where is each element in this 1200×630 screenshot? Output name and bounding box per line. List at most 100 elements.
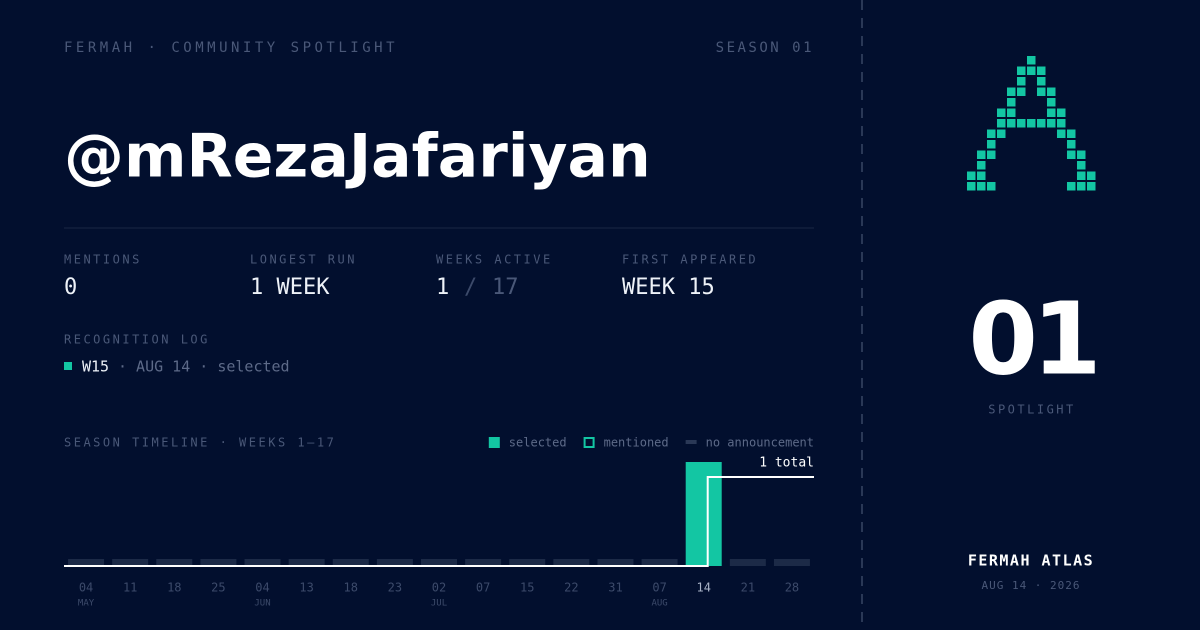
total-label: 1 total [759, 456, 814, 471]
logo-pixel [1007, 108, 1016, 117]
footer-title: FERMAH ATLAS [968, 552, 1094, 570]
footer-date: AUG 14 · 2026 [981, 579, 1080, 592]
x-tick-label: 11 [123, 581, 137, 595]
stat-total: 17 [492, 275, 519, 300]
logo-pixel [1027, 56, 1036, 65]
logo-pixel [997, 119, 1006, 128]
x-month-label: JUN [254, 599, 270, 609]
logo-pixel [1087, 171, 1096, 180]
logo-pixel [1077, 150, 1086, 159]
logo-pixel [1067, 140, 1076, 149]
logo-pixel [997, 129, 1006, 138]
stat-separator: / [464, 275, 477, 300]
logo-pixel [1067, 150, 1076, 159]
logo-pixel [1037, 77, 1046, 86]
logo [967, 56, 1096, 191]
x-tick-label: 18 [167, 581, 181, 595]
logo-pixel [987, 150, 996, 159]
logo-pixel [1077, 161, 1086, 170]
bar-placeholder [288, 559, 325, 566]
chart-title: SEASON TIMELINE · WEEKS 1–17 [64, 436, 336, 450]
x-tick-label: 02 [432, 581, 446, 595]
logo-pixel [1047, 119, 1056, 128]
legend-label: no announcement [706, 436, 814, 450]
stat-value: 0 [64, 275, 77, 300]
badge-number: 01 [968, 280, 1095, 397]
logo-pixel [1007, 87, 1016, 96]
log-week: W15 [82, 358, 109, 376]
x-tick-label: 28 [785, 581, 799, 595]
x-tick-label: 13 [299, 581, 313, 595]
logo-pixel [977, 182, 986, 191]
log-detail: · AUG 14 · selected [118, 358, 290, 376]
x-tick-label: 25 [211, 581, 225, 595]
logo-pixel [967, 171, 976, 180]
logo-pixel [1017, 77, 1026, 86]
legend-swatch [685, 440, 697, 444]
logo-pixel [1007, 119, 1016, 128]
x-tick-label: 22 [564, 581, 578, 595]
logo-pixel [1037, 87, 1046, 96]
logo-pixel [1027, 66, 1036, 75]
stat-value: 1 [436, 275, 449, 300]
total-line [64, 476, 814, 567]
legend-label: selected [509, 436, 567, 450]
bar-placeholder [773, 559, 810, 566]
stat-label: LONGEST RUN [250, 253, 357, 267]
stat-label: MENTIONS [64, 253, 142, 267]
season: SEASON 01 [716, 40, 814, 56]
log-title: RECOGNITION LOG [64, 333, 210, 347]
logo-pixel [987, 182, 996, 191]
logo-pixel [1017, 66, 1026, 75]
logo-pixel [1077, 171, 1086, 180]
logo-pixel [997, 108, 1006, 117]
bar-placeholder [68, 559, 105, 566]
logo-pixel [987, 140, 996, 149]
x-month-label: MAY [78, 599, 95, 609]
logo-pixel [967, 182, 976, 191]
x-tick-label: 04 [255, 581, 269, 595]
logo-pixel [1047, 108, 1056, 117]
stat-value: WEEK 15 [622, 275, 715, 300]
logo-pixel [1047, 98, 1056, 107]
logo-pixel [1037, 119, 1046, 128]
x-tick-label: 18 [344, 581, 358, 595]
x-tick-label: 07 [476, 581, 490, 595]
stat-label: FIRST APPEARED [622, 253, 758, 267]
bar-placeholder [244, 559, 281, 566]
x-tick-label: 07 [652, 581, 666, 595]
brand: FERMAH · COMMUNITY SPOTLIGHT [64, 40, 398, 56]
bar [685, 462, 722, 566]
logo-pixel [1007, 98, 1016, 107]
logo-pixel [1077, 182, 1086, 191]
bar-placeholder [553, 559, 590, 566]
log-marker [64, 362, 72, 370]
badge-label: SPOTLIGHT [988, 403, 1076, 417]
x-tick-label: 23 [388, 581, 402, 595]
bar-placeholder [200, 559, 237, 566]
x-month-label: AUG [651, 599, 667, 609]
bar-placeholder [376, 559, 413, 566]
logo-pixel [1027, 119, 1036, 128]
logo-pixel [1057, 119, 1066, 128]
logo-pixel [987, 129, 996, 138]
logo-pixel [1037, 66, 1046, 75]
logo-pixel [1017, 87, 1026, 96]
logo-pixel [977, 171, 986, 180]
logo-pixel [977, 161, 986, 170]
handle: @mRezaJafariyan [64, 122, 651, 192]
logo-pixel [977, 150, 986, 159]
x-tick-label: 04 [79, 581, 93, 595]
x-tick-label: 14 [696, 581, 710, 595]
legend-swatch [583, 437, 595, 448]
stat-value: 1 WEEK [250, 275, 330, 300]
bar-placeholder [465, 559, 502, 566]
bar-placeholder [332, 559, 369, 566]
legend-label: mentioned [604, 436, 669, 450]
bar-placeholder [112, 559, 149, 566]
bar-placeholder [509, 559, 546, 566]
bar-placeholder [641, 559, 678, 566]
logo-pixel [1017, 119, 1026, 128]
